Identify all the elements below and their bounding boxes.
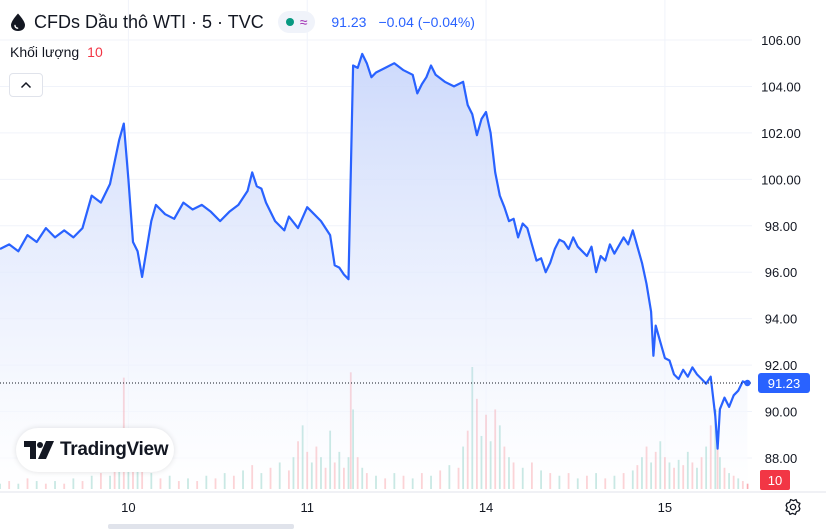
collapse-legend-button[interactable] xyxy=(9,73,43,97)
price-area-fill xyxy=(0,53,748,490)
y-tick-label: 96.00 xyxy=(765,265,798,280)
time-scrollbar[interactable] xyxy=(108,524,294,529)
chevron-up-icon xyxy=(20,81,32,89)
last-price-label-bg xyxy=(758,372,810,393)
y-tick-label: 100.00 xyxy=(761,172,801,187)
y-tick-label: 94.00 xyxy=(765,312,798,327)
market-status-pill[interactable]: ≈ xyxy=(277,11,316,33)
tradingview-logo[interactable]: TradingView xyxy=(16,428,174,472)
market-open-dot-icon xyxy=(285,18,294,26)
x-tick-label: 15 xyxy=(658,500,672,515)
y-tick-label: 92.00 xyxy=(765,358,798,373)
tradingview-mark-icon xyxy=(24,441,54,459)
price-line xyxy=(0,52,748,450)
y-tick-label: 88.00 xyxy=(765,451,798,466)
chart-settings-button[interactable] xyxy=(782,496,804,518)
y-tick-label: 104.00 xyxy=(761,79,801,94)
last-price-value: 91.23 xyxy=(331,14,367,30)
last-price-label: 91.23 xyxy=(768,376,801,391)
x-tick-label: 14 xyxy=(479,500,493,515)
x-tick-label: 11 xyxy=(300,500,314,515)
y-tick-label: 98.00 xyxy=(765,219,798,234)
volume-label-bg xyxy=(760,470,790,490)
gear-icon xyxy=(785,498,801,516)
volume-value-label: 10 xyxy=(768,473,782,488)
tradingview-logo-text: TradingView xyxy=(60,439,169,460)
price-axis[interactable]: 106.00 104.00 102.00 100.00 98.00 96.00 94.00 9… xyxy=(761,33,801,466)
time-axis[interactable]: 10 11 14 15 xyxy=(0,491,826,529)
oil-drop-icon xyxy=(11,13,25,31)
last-price-point xyxy=(744,379,751,387)
volume-legend[interactable]: Khối lượng 10 xyxy=(10,44,103,60)
volume-bar xyxy=(746,483,749,489)
symbol-legend: CFDs Dầu thô WTI · 5 · TVC ≈ 91.23 −0.04… xyxy=(8,10,475,34)
delay-wave-icon: ≈ xyxy=(299,14,308,30)
y-tick-label: 90.00 xyxy=(765,405,798,420)
y-tick-label: 102.00 xyxy=(761,126,801,141)
volume-value: 10 xyxy=(87,44,103,60)
x-tick-label: 10 xyxy=(121,500,135,515)
volume-label: Khối lượng xyxy=(10,44,80,60)
price-change-value: −0.04 (−0.04%) xyxy=(378,14,475,30)
symbol-title[interactable]: CFDs Dầu thô WTI · 5 · TVC xyxy=(34,11,264,32)
y-tick-label: 106.00 xyxy=(761,33,801,48)
